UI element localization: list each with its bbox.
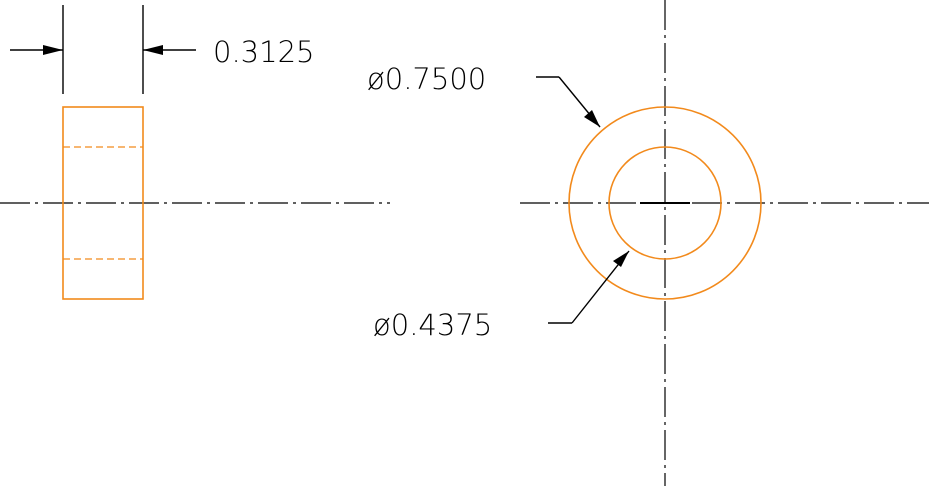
- width-dimension-label: 0.3125: [213, 35, 314, 69]
- front-view: [568, 106, 762, 300]
- inner-leader-arrowhead: [613, 251, 629, 267]
- width-dimension: [10, 5, 196, 94]
- outer-diameter-leader: [536, 76, 601, 128]
- side-view: [62, 106, 144, 300]
- arrowhead-left: [43, 45, 63, 55]
- inner-diameter-label: ø0.4375: [373, 308, 492, 342]
- outer-circle: [568, 106, 762, 300]
- inner-diameter-leader: [548, 250, 630, 324]
- side-view-outline: [62, 106, 144, 300]
- inner-circle: [608, 146, 722, 260]
- arrowhead-right: [143, 45, 163, 55]
- outer-leader-arrowhead: [584, 110, 600, 127]
- outer-diameter-label: ø0.7500: [367, 62, 486, 96]
